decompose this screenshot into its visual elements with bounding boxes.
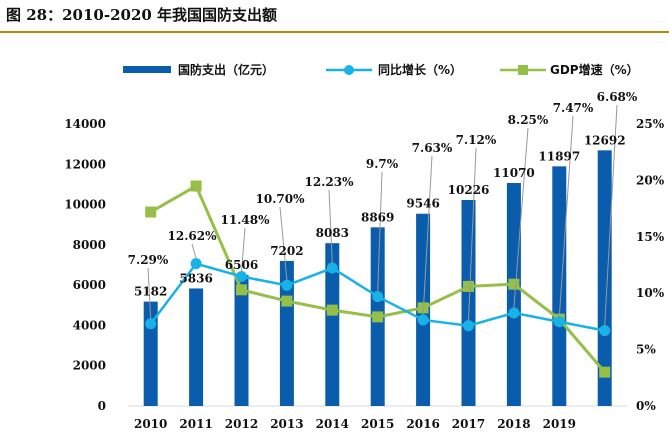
x-tick-label: 2015 bbox=[361, 417, 394, 431]
x-tick-label: 2019 bbox=[543, 417, 576, 431]
bar-value-label: 8869 bbox=[361, 210, 394, 224]
gdp-growth-point bbox=[599, 366, 611, 378]
legend-growth-label: 同比增长（%） bbox=[378, 62, 462, 77]
growth-data-label: 7.47% bbox=[553, 101, 594, 115]
growth-data-label: 12.23% bbox=[305, 175, 355, 189]
bar-defense-spending bbox=[189, 288, 204, 406]
gdp-growth-point bbox=[145, 206, 157, 218]
x-tick-label: 2011 bbox=[179, 417, 212, 431]
x-tick-label: 2010 bbox=[134, 417, 167, 431]
y-left-tick-label: 8000 bbox=[73, 238, 106, 252]
gdp-growth-point bbox=[508, 278, 520, 290]
growth-label-leader bbox=[191, 243, 197, 259]
bar-value-label: 12692 bbox=[584, 133, 626, 147]
bar-value-label: 9546 bbox=[406, 197, 439, 211]
y-left-tick-label: 2000 bbox=[73, 359, 106, 373]
y-right-tick-label: 5% bbox=[636, 343, 656, 357]
growth-label-leader bbox=[558, 115, 574, 317]
y-right-tick-label: 10% bbox=[636, 286, 665, 300]
bar-defense-spending bbox=[597, 150, 612, 406]
bar-defense-spending bbox=[506, 183, 521, 406]
yoy-growth-point bbox=[145, 318, 157, 330]
growth-label-leader bbox=[604, 104, 618, 326]
x-tick-label: 2014 bbox=[316, 417, 349, 431]
x-tick-label: 2018 bbox=[497, 417, 530, 431]
bar-value-label: 10226 bbox=[448, 183, 490, 197]
yoy-growth-point bbox=[508, 307, 520, 319]
growth-label-leader bbox=[241, 227, 246, 272]
gdp-growth-point bbox=[236, 284, 247, 296]
y-right-tick-label: 0% bbox=[636, 399, 656, 413]
yoy-growth-point bbox=[553, 316, 565, 328]
bar-defense-spending bbox=[234, 274, 249, 406]
yoy-growth-point bbox=[372, 291, 384, 303]
y-left-tick-label: 10000 bbox=[64, 198, 106, 212]
bar-value-label: 11070 bbox=[493, 166, 535, 180]
growth-data-label: 8.25% bbox=[508, 113, 549, 127]
y-left-tick-label: 4000 bbox=[73, 318, 106, 332]
yoy-growth-point bbox=[281, 279, 293, 291]
y-left-tick-label: 6000 bbox=[73, 278, 106, 292]
x-tick-label: 2017 bbox=[452, 417, 485, 431]
growth-data-label: 12.62% bbox=[168, 229, 218, 243]
y-left-tick-label: 12000 bbox=[64, 157, 106, 171]
growth-data-label: 7.12% bbox=[456, 133, 497, 147]
growth-label-leader bbox=[377, 171, 383, 292]
y-left-tick-label: 0 bbox=[98, 399, 106, 413]
bar-defense-spending bbox=[325, 243, 340, 406]
gdp-growth-point bbox=[281, 295, 293, 307]
bar-defense-spending bbox=[461, 200, 476, 406]
growth-data-label: 9.7% bbox=[366, 157, 399, 171]
legend-gdp-label: GDP增速（%） bbox=[550, 62, 639, 77]
bar-value-label: 6506 bbox=[225, 258, 258, 272]
growth-data-label: 11.48% bbox=[221, 213, 271, 227]
yoy-growth-point bbox=[190, 258, 202, 270]
bar-value-label: 11897 bbox=[538, 149, 580, 163]
y-right-tick-label: 25% bbox=[636, 117, 665, 131]
growth-label-leader bbox=[279, 206, 288, 281]
y-right-tick-label: 20% bbox=[636, 173, 665, 187]
growth-label-leader bbox=[422, 155, 433, 315]
growth-data-label: 6.68% bbox=[597, 90, 638, 104]
growth-label-leader bbox=[513, 127, 529, 308]
title-rule bbox=[0, 31, 669, 33]
bar-defense-spending bbox=[552, 166, 567, 406]
bar-value-label: 5182 bbox=[134, 285, 167, 299]
growth-data-label: 10.70% bbox=[256, 192, 306, 206]
growth-label-leader bbox=[147, 267, 152, 319]
growth-data-label: 7.29% bbox=[128, 253, 169, 267]
x-tick-label: 2012 bbox=[225, 417, 258, 431]
growth-data-label: 7.63% bbox=[412, 141, 453, 155]
y-left-tick-label: 14000 bbox=[64, 117, 106, 131]
growth-label-leader bbox=[328, 189, 333, 264]
growth-label-leader bbox=[468, 147, 477, 321]
legend-bar-label: 国防支出（亿元） bbox=[178, 62, 274, 77]
y-right-tick-label: 15% bbox=[636, 230, 665, 244]
legend-bar-swatch bbox=[123, 66, 171, 73]
bar-value-label: 8083 bbox=[316, 226, 349, 240]
gdp-growth-point bbox=[372, 311, 384, 323]
gdp-growth-point bbox=[463, 280, 474, 292]
legend-growth-marker bbox=[344, 65, 354, 75]
legend-gdp-marker bbox=[518, 65, 528, 75]
yoy-growth-point bbox=[236, 271, 247, 283]
bar-value-label: 5836 bbox=[179, 271, 212, 285]
x-tick-label: 2013 bbox=[270, 417, 303, 431]
gdp-growth-point bbox=[190, 180, 202, 192]
chart-title: 图 28：2010-2020 年我国国防支出额 bbox=[6, 6, 278, 24]
yoy-growth-point bbox=[599, 325, 611, 337]
yoy-growth-point bbox=[463, 320, 474, 332]
bar-value-label: 7202 bbox=[270, 244, 303, 258]
yoy-growth-point bbox=[326, 262, 338, 274]
yoy-growth-point bbox=[417, 314, 429, 326]
gdp-growth-point bbox=[326, 304, 338, 316]
x-tick-label: 2016 bbox=[406, 417, 439, 431]
